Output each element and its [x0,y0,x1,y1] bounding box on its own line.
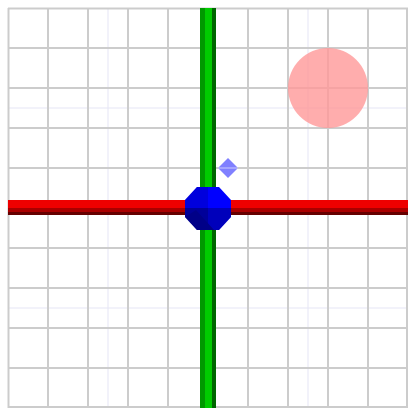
target-marker[interactable] [288,48,368,128]
origin-gizmo-facet [185,187,208,208]
origin-gizmo-facet [185,210,214,230]
origin-gizmo[interactable] [185,187,231,230]
origin-gizmo-facet [208,208,231,230]
